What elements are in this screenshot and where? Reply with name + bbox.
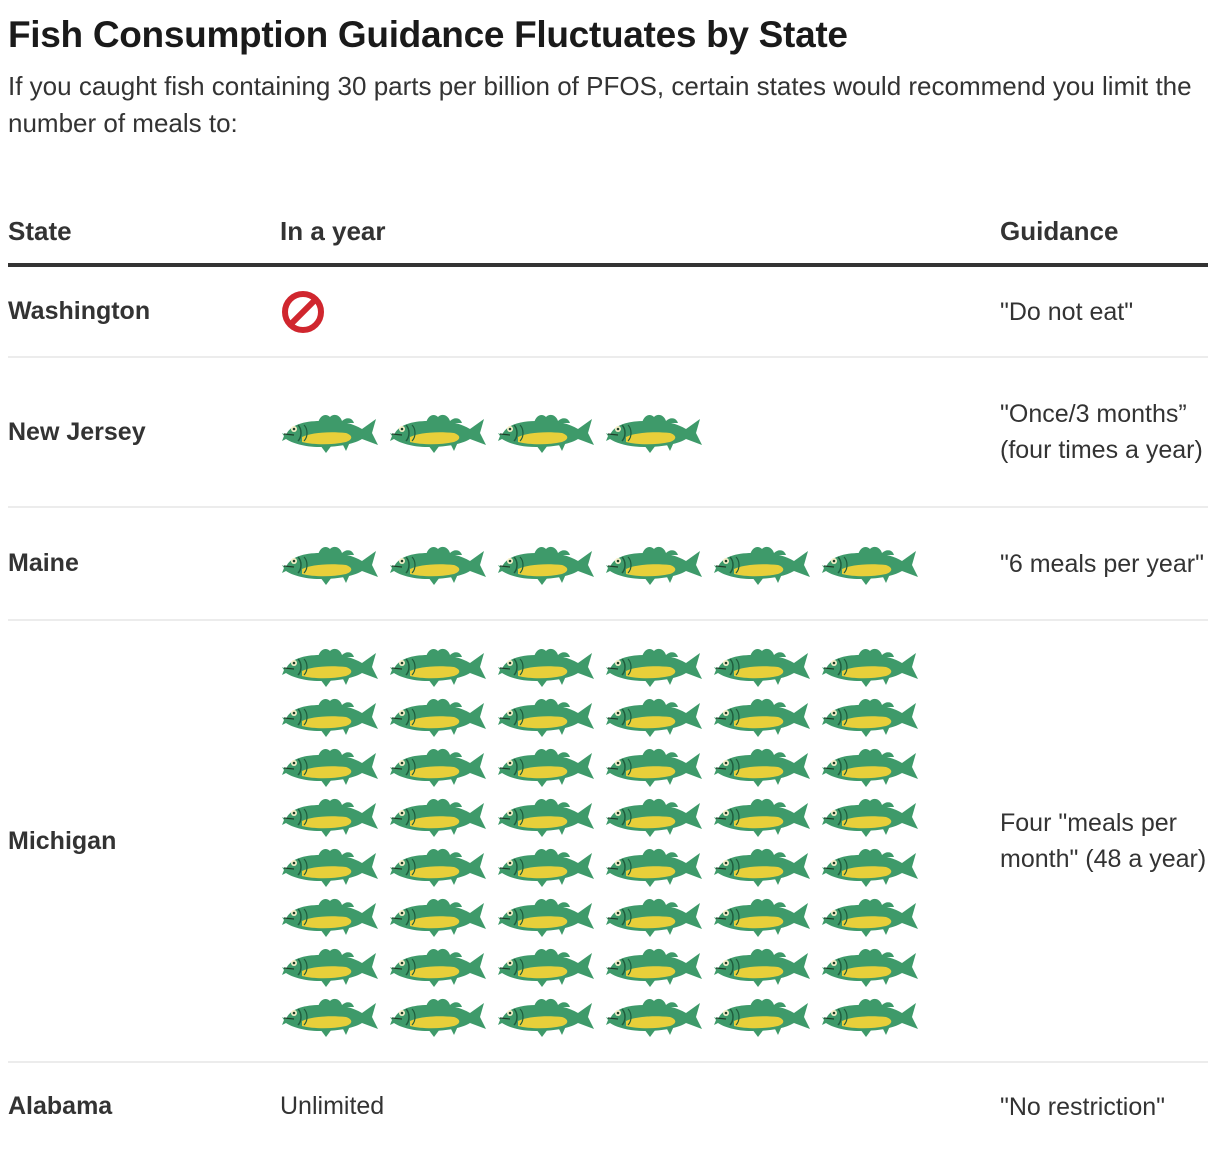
fish-icon	[712, 793, 812, 839]
guidance-text: Four "meals per month" (48 a year)	[1000, 620, 1208, 1063]
fish-icon	[604, 541, 704, 587]
chart-container: Fish Consumption Guidance Fluctuates by …	[0, 0, 1217, 142]
fish-icon	[280, 743, 380, 789]
fish-icon	[712, 993, 812, 1039]
meals-cell	[280, 357, 1000, 508]
fish-icon	[280, 843, 380, 889]
fish-icon	[820, 793, 920, 839]
fish-icon	[388, 643, 488, 689]
fish-icon	[604, 993, 704, 1039]
fish-icon	[604, 643, 704, 689]
chart-title: Fish Consumption Guidance Fluctuates by …	[8, 14, 848, 55]
fish-icon	[388, 541, 488, 587]
fish-icon	[280, 893, 380, 939]
fish-icon	[280, 693, 380, 739]
fish-icon	[820, 643, 920, 689]
fish-icon	[496, 843, 596, 889]
fish-icon	[496, 943, 596, 989]
state-name: Maine	[8, 507, 280, 621]
table-row-washington: Washington "Do not eat"	[8, 265, 1208, 358]
state-name: Washington	[8, 265, 280, 358]
fish-icon	[496, 643, 596, 689]
fish-icon	[604, 943, 704, 989]
fish-icon	[496, 893, 596, 939]
fish-icon	[604, 409, 704, 455]
fish-icon	[280, 993, 380, 1039]
fish-icon	[820, 743, 920, 789]
unlimited-label: Unlimited	[280, 1092, 385, 1120]
fish-icon	[280, 643, 380, 689]
fish-icon	[496, 693, 596, 739]
column-header-state: State	[8, 200, 280, 267]
guidance-text: "Do not eat"	[1000, 265, 1208, 358]
fish-icon	[712, 843, 812, 889]
fish-icon-grid	[280, 643, 1000, 1039]
fish-icon	[388, 943, 488, 989]
fish-icon	[280, 943, 380, 989]
fish-icon	[604, 893, 704, 939]
fish-icon	[388, 409, 488, 455]
fish-icon	[280, 541, 380, 587]
fish-icon	[388, 693, 488, 739]
state-name: Michigan	[8, 620, 280, 1063]
fish-icon	[280, 409, 380, 455]
fish-icon	[820, 893, 920, 939]
fish-icon	[820, 693, 920, 739]
table-row-maine: Maine "6 meals per year"	[8, 507, 1208, 621]
meals-cell: Unlimited	[280, 1062, 1000, 1150]
column-header-guidance: Guidance	[1000, 200, 1208, 267]
fish-icon	[712, 943, 812, 989]
fish-icon	[604, 843, 704, 889]
fish-icon	[712, 541, 812, 587]
fish-icon	[820, 943, 920, 989]
state-name: New Jersey	[8, 357, 280, 508]
fish-icon	[496, 541, 596, 587]
fish-icon	[496, 409, 596, 455]
fish-icon	[712, 693, 812, 739]
column-header-in-a-year: In a year	[280, 200, 1000, 267]
fish-icon-grid	[280, 541, 1000, 587]
table-row-new-jersey: New Jersey "Once/3 months” (four times a…	[8, 357, 1208, 508]
fish-icon	[388, 893, 488, 939]
fish-icon	[820, 843, 920, 889]
table-row-michigan: Michigan Four "meals per month" (48 a ye…	[8, 620, 1208, 1063]
guidance-text: "6 meals per year"	[1000, 507, 1208, 621]
do-not-eat-icon	[282, 290, 324, 333]
fish-icon	[820, 993, 920, 1039]
guidance-text: "No restriction"	[1000, 1092, 1166, 1121]
fish-icon	[604, 793, 704, 839]
fish-icon	[280, 793, 380, 839]
fish-icon	[496, 793, 596, 839]
state-name: Alabama	[8, 1092, 113, 1120]
fish-icon	[712, 643, 812, 689]
fish-icon	[496, 743, 596, 789]
fish-icon	[712, 743, 812, 789]
fish-icon	[388, 793, 488, 839]
table-row-alabama: Alabama Unlimited "No restriction"	[8, 1062, 1208, 1150]
fish-icon	[604, 743, 704, 789]
fish-icon	[496, 993, 596, 1039]
guidance-table: State In a year Guidance Washington "Do …	[8, 200, 1208, 1150]
fish-icon	[388, 743, 488, 789]
fish-icon	[712, 893, 812, 939]
meals-cell	[280, 620, 1000, 1063]
fish-icon	[820, 541, 920, 587]
table-header-row: State In a year Guidance	[8, 200, 1208, 267]
fish-icon	[604, 693, 704, 739]
meals-cell	[280, 265, 1000, 358]
guidance-text: "Once/3 months” (four times a year)	[1000, 357, 1208, 508]
chart-subtitle: If you caught fish containing 30 parts p…	[8, 71, 1192, 138]
fish-icon-grid	[280, 409, 1000, 455]
fish-icon	[388, 843, 488, 889]
fish-icon	[388, 993, 488, 1039]
meals-cell	[280, 507, 1000, 621]
